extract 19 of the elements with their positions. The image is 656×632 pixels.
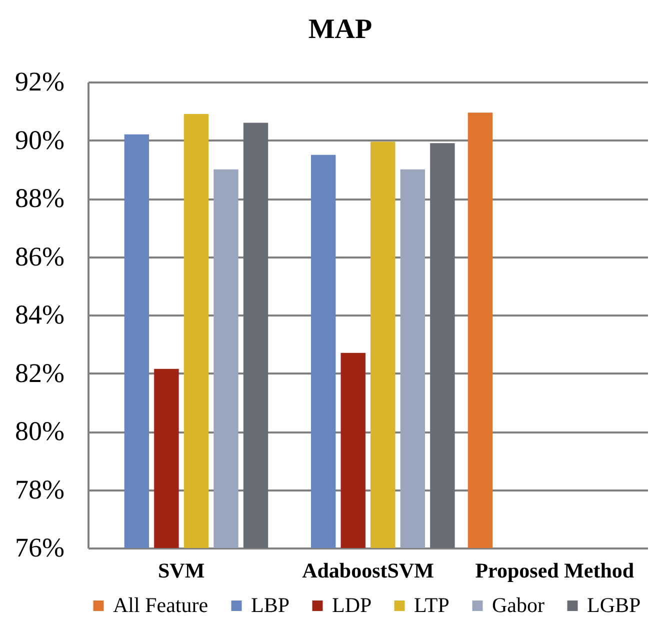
y-tick-label: 76% — [15, 532, 64, 562]
x-tick-label: AdaboostSVM — [302, 558, 434, 582]
x-tick-label: SVM — [158, 558, 205, 582]
y-tick-label: 86% — [15, 241, 64, 272]
y-tick-label: 84% — [15, 300, 64, 330]
legend-label: LGBP — [587, 592, 641, 617]
y-tick-label: 82% — [15, 358, 64, 388]
y-tick-label: 80% — [15, 416, 64, 446]
y-tick-label: 90% — [15, 124, 64, 155]
y-tick-label: 78% — [15, 474, 64, 504]
x-tick-label: Proposed Method — [475, 558, 634, 582]
legend-label: LBP — [251, 592, 290, 617]
legend-label: All Feature — [113, 592, 208, 617]
legend-label: LTP — [414, 592, 450, 617]
y-tick-label: 92% — [15, 66, 64, 96]
chart-title: MAP — [308, 14, 372, 45]
legend-label: LDP — [332, 592, 372, 617]
legend-label: Gabor — [492, 592, 544, 617]
y-tick-label: 88% — [15, 183, 64, 213]
